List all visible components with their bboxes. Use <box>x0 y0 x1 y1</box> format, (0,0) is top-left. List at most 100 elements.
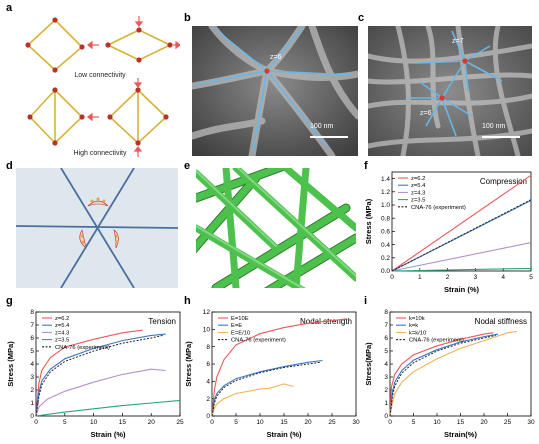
high-connectivity-network-left <box>29 89 83 144</box>
y-tick-label: 8 <box>30 309 34 316</box>
y-tick-label: 12 <box>203 309 211 316</box>
high-connectivity-network-right <box>109 89 167 144</box>
series-line <box>211 361 321 417</box>
x-tick-label: 5 <box>63 419 67 426</box>
legend-label: E=10E <box>231 316 249 322</box>
y-tick-label: 0.8 <box>381 215 390 222</box>
legend-label: z=6.2 <box>55 316 69 322</box>
y-tick-label: 7 <box>384 322 388 329</box>
x-tick-label: 15 <box>457 419 465 426</box>
legend-label: k=k/10 <box>409 330 426 336</box>
chart-title: Compression <box>480 177 527 186</box>
sem-b-scale-bar-label: 100 nm <box>310 123 334 130</box>
x-tick-label: 0 <box>210 419 214 426</box>
series-line <box>211 318 347 417</box>
legend-label: z=4.3 <box>55 330 69 336</box>
series-line <box>391 174 532 272</box>
y-tick-label: 0 <box>384 413 388 420</box>
x-tick-label: 5 <box>412 419 416 426</box>
x-tick-label: 3 <box>474 274 478 281</box>
legend-label: z=5.4 <box>55 323 70 329</box>
x-tick-label: 15 <box>280 419 288 426</box>
legend-label: z=5.4 <box>411 183 426 189</box>
chart-title: Nodal stiffness <box>475 317 527 326</box>
sem-c-node-label-top: z=7 <box>452 38 464 45</box>
x-tick-label: 0 <box>390 274 394 281</box>
panel-c-label: c <box>358 12 365 24</box>
y-tick-label: 6 <box>206 361 210 368</box>
y-tick-label: 4 <box>206 379 210 386</box>
x-tick-label: 20 <box>148 419 156 426</box>
panel-d-label: d <box>6 160 13 172</box>
plot-frame <box>211 311 357 417</box>
y-tick-label: 7 <box>30 322 34 329</box>
x-tick-label: 10 <box>90 419 98 426</box>
legend-label: k=k <box>409 323 418 329</box>
y-tick-label: 1.4 <box>381 176 390 183</box>
panel-f-label: f <box>364 160 368 172</box>
y-tick-label: 4 <box>30 361 34 368</box>
sem-image-c: z=7 z=6 100 nm <box>368 26 532 156</box>
panel-b-label: b <box>184 12 191 24</box>
chart-nodal-stiffness: 0 5 10 15 20 25 30 0 1 2 3 4 5 6 7 8 Strain(%) Stress(MPa… <box>364 309 535 439</box>
y-tick-label: 3 <box>384 374 388 381</box>
series-line <box>389 330 517 417</box>
y-tick-label: 2 <box>206 396 210 403</box>
y-tick-label: 4 <box>384 361 388 368</box>
series-line <box>35 329 143 417</box>
panel-i-label: i <box>364 295 368 307</box>
series-line <box>389 333 499 417</box>
low-connectivity-network-right <box>107 29 171 61</box>
y-tick-label: 10 <box>203 327 211 334</box>
y-tick-label: 1 <box>30 400 34 407</box>
series-line <box>35 334 163 417</box>
x-tick-label: 2 <box>446 274 450 281</box>
series-line <box>211 359 323 417</box>
panel-g-label: g <box>6 295 13 307</box>
x-tick-label: 4 <box>501 274 505 281</box>
y-tick-label: 0 <box>206 413 210 420</box>
low-connectivity-network-left <box>27 19 83 71</box>
panel-e-label: e <box>184 160 191 172</box>
y-tick-label: 0.6 <box>381 229 390 236</box>
x-tick-label: 0 <box>388 419 392 426</box>
y-tick-label: 5 <box>384 348 388 355</box>
legend-label: CNA-76 (experiment) <box>409 338 464 344</box>
y-tick-label: 2 <box>30 387 34 394</box>
legend-label: z=6.2 <box>411 176 425 182</box>
x-axis-label: Strain(%) <box>444 430 477 439</box>
x-tick-label: 25 <box>176 419 184 426</box>
series-line <box>389 334 496 417</box>
panel-a-label: a <box>6 2 13 14</box>
x-tick-label: 1 <box>418 274 422 281</box>
y-tick-label: 1.0 <box>381 202 390 209</box>
y-tick-label: 5 <box>30 348 34 355</box>
y-tick-label: 0.0 <box>381 268 390 275</box>
y-tick-label: 6 <box>30 335 34 342</box>
series-line <box>35 399 181 417</box>
x-tick-label: 20 <box>480 419 488 426</box>
x-tick-label: 25 <box>504 419 512 426</box>
chart-tension: 0 5 10 15 20 25 0 1 2 3 4 5 6 7 8 Strain (%) Stress (MPa… <box>6 309 184 439</box>
legend-label: CNA-76 (experiment) <box>411 205 466 211</box>
series-line <box>391 267 532 272</box>
series-line <box>211 383 294 417</box>
x-axis-label: Strain (%) <box>444 285 480 294</box>
x-tick-label: 25 <box>328 419 336 426</box>
y-tick-label: 0.2 <box>381 255 390 262</box>
lattice-model <box>196 168 356 288</box>
series-line <box>391 242 532 272</box>
x-tick-label: 30 <box>352 419 360 426</box>
series-line <box>35 333 166 417</box>
legend-label: CNA-76 (experiment) <box>231 338 286 344</box>
chart-title: Tension <box>148 317 176 326</box>
x-tick-label: 10 <box>433 419 441 426</box>
legend-label: z=3.5 <box>411 198 425 204</box>
low-connectivity-caption: Low connectivity <box>74 72 126 79</box>
chart-nodal-strength: 0 5 10 15 20 25 30 0 2 4 6 8 10 12 Strain (%) Stress (M… <box>184 309 360 439</box>
x-tick-label: 30 <box>527 419 535 426</box>
high-connectivity-caption: High connectivity <box>73 150 127 157</box>
y-tick-label: 0.4 <box>381 242 390 249</box>
x-tick-label: 5 <box>234 419 238 426</box>
x-axis-label: Strain (%) <box>90 430 126 439</box>
